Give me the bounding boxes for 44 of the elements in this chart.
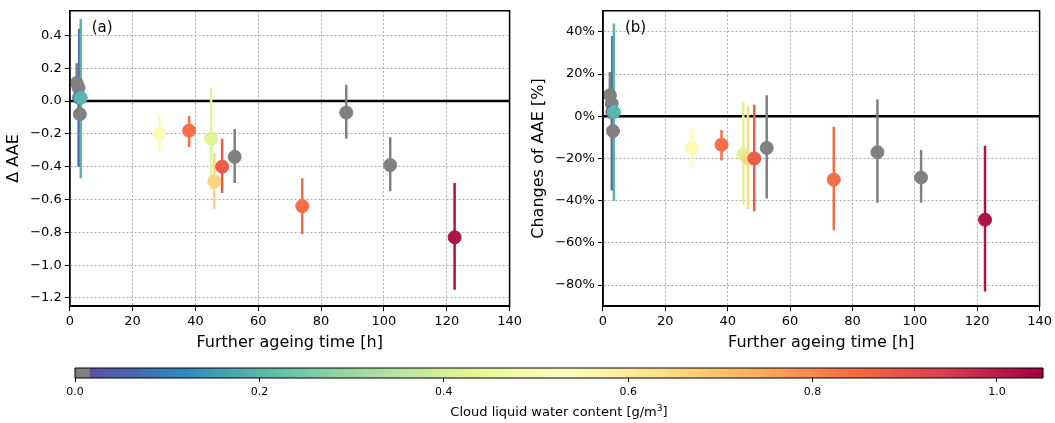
x-tick-label: 60 [781,313,799,329]
y-tick-label: −60% [555,234,595,250]
y-tick-label: −0.2 [30,125,62,141]
x-tick-label: 20 [124,313,141,329]
x-tick-label: 100 [902,313,928,329]
y-tick-label: −1.0 [30,256,62,272]
x-tick-label: 0 [598,313,608,329]
annotation: (a) [91,18,113,37]
y-tick-label: −40% [555,192,595,208]
x-tick-label: 40 [719,313,737,329]
x-tick-label: 40 [187,313,204,329]
color-bar-label: 0.8 [803,385,822,399]
x-tick-label: 80 [312,313,330,329]
x-tick-label: 0 [65,313,74,329]
y-tick-label: −20% [555,149,595,165]
y-tick-label: 0% [574,107,595,123]
x-tick-label: 60 [249,313,267,329]
x-tick-label: 120 [964,313,990,329]
color-bar-label: 0.2 [250,385,269,399]
color-bar-label: 0.4 [435,385,453,399]
y-tick-label: 20% [566,65,595,81]
y-axis-title: Δ AAE [2,134,22,183]
y-tick-label: 0.2 [41,59,62,75]
y-tick-label: 40% [566,23,595,39]
x-tick-label: 140 [497,313,523,329]
x-tick-label: 100 [371,313,397,329]
y-tick-label: −0.4 [30,158,62,174]
y-tick-label: −0.6 [30,190,62,206]
color-bar-label: 0.0 [66,385,84,399]
annotation: (b) [624,18,647,37]
y-tick-label: −1.2 [30,289,62,305]
x-axis-title: Further ageing time [h] [728,331,915,351]
color-bar-label: 1.0 [988,385,1006,399]
y-axis-title: Changes of AAE [%] [527,78,547,239]
y-tick-label: −0.8 [30,223,62,239]
x-axis-title: Further ageing time [h] [196,331,383,351]
y-tick-label: 0.4 [41,26,62,42]
x-tick-label: 140 [1027,313,1053,329]
y-tick-label: −80% [555,276,595,292]
y-tick-label: 0.0 [41,92,62,108]
x-tick-label: 120 [434,313,460,329]
color-bar-label: 0.6 [619,385,637,399]
x-tick-label: 20 [657,313,674,329]
x-tick-label: 80 [844,313,861,329]
